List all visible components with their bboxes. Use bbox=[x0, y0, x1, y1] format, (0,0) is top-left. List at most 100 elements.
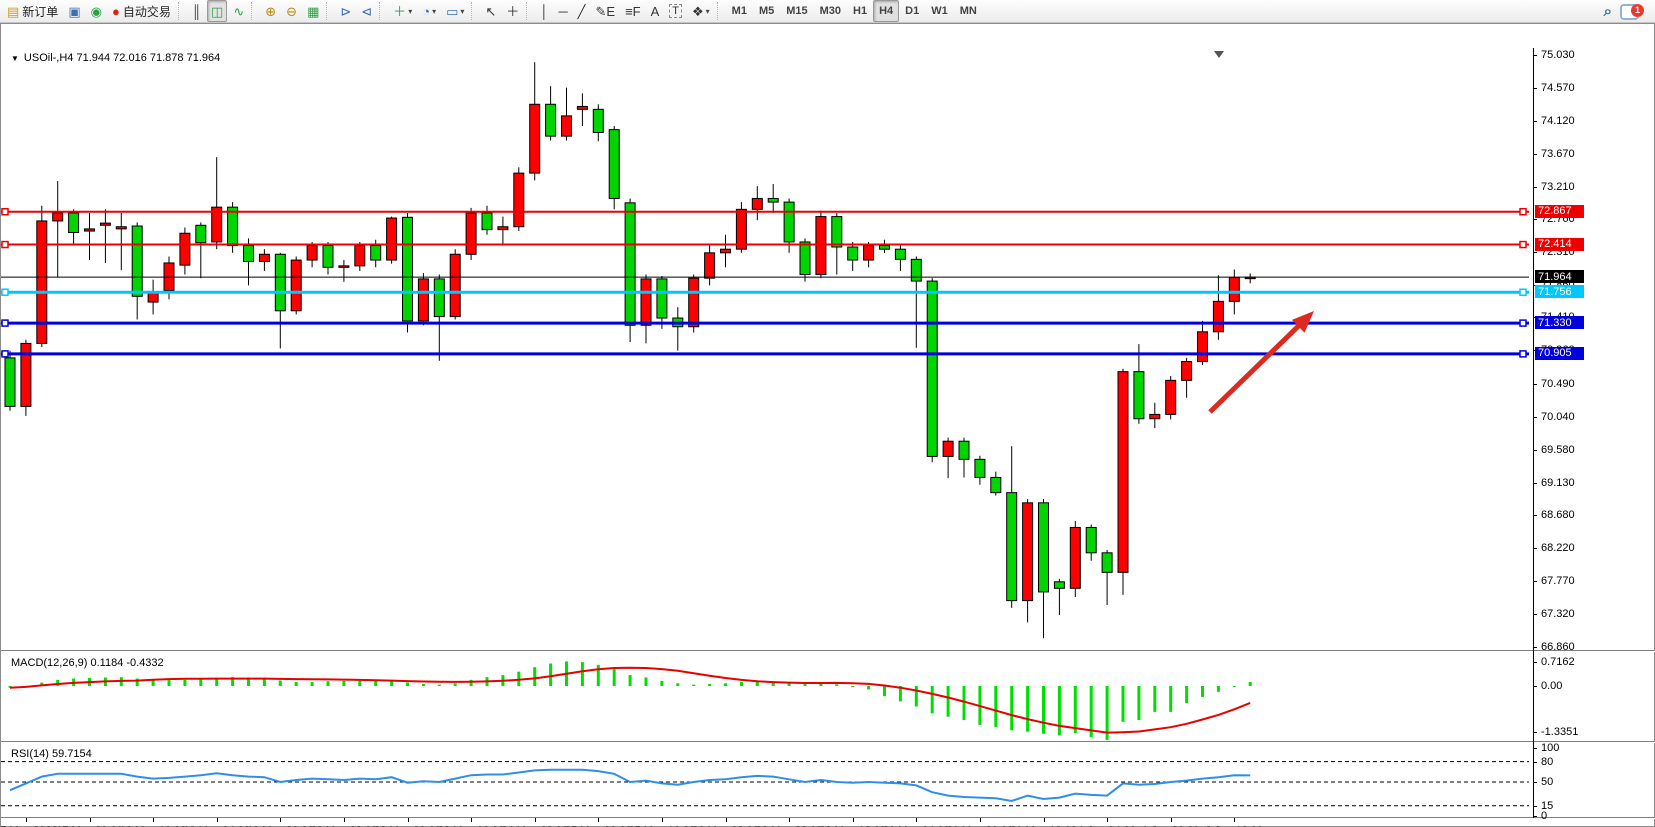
rsi-axis-label: 80 bbox=[1541, 755, 1554, 768]
label-button[interactable]: T bbox=[665, 0, 686, 22]
timeframe-d1-button[interactable]: D1 bbox=[905, 5, 920, 17]
crosshair-button[interactable]: ＋ bbox=[502, 0, 523, 22]
equidistant-channel-button[interactable]: ✎E bbox=[591, 0, 619, 22]
candle bbox=[1117, 371, 1129, 573]
macd-bar bbox=[596, 664, 600, 686]
profiles-icon: ◔ bbox=[422, 3, 431, 19]
candle bbox=[1165, 379, 1177, 415]
zoom-out-button[interactable]: ⊖ bbox=[282, 0, 301, 22]
arrow-annotation-shaft[interactable] bbox=[1208, 319, 1305, 414]
symbol-dropdown-icon[interactable]: ▼ bbox=[11, 53, 19, 63]
candle bbox=[847, 246, 859, 261]
signals-button[interactable]: ◉ bbox=[87, 0, 106, 22]
toolbar-separator bbox=[716, 2, 724, 20]
macd-bar bbox=[390, 679, 394, 686]
new-order-button[interactable]: ▤ 新订单 bbox=[3, 0, 62, 22]
search-button[interactable]: ⌕ bbox=[1603, 3, 1612, 20]
trendline-button[interactable]: ╱ bbox=[574, 0, 590, 22]
chat-button[interactable]: 1 bbox=[1620, 3, 1644, 20]
main-chart-panel[interactable] bbox=[1, 48, 1533, 650]
templates-icon: ▭ bbox=[446, 3, 459, 19]
line-handle[interactable] bbox=[1519, 350, 1527, 358]
macd-bar bbox=[1169, 686, 1173, 712]
line-handle[interactable] bbox=[1, 207, 9, 216]
price-axis-tick bbox=[1533, 153, 1537, 155]
market-watch-button[interactable]: ▣ bbox=[64, 0, 84, 22]
macd-bar bbox=[135, 678, 139, 686]
macd-bar bbox=[469, 679, 473, 686]
toolbar-separator bbox=[379, 2, 386, 20]
candle bbox=[354, 245, 366, 267]
timeframe-h1-button[interactable]: H1 bbox=[853, 5, 868, 17]
auto-trading-button[interactable]: ● 自动交易 bbox=[108, 0, 175, 22]
price-axis-tick bbox=[1533, 252, 1537, 254]
price-axis-label: 69.130 bbox=[1541, 476, 1575, 489]
macd-label: MACD(12,26,9) 0.1184 -0.4332 bbox=[11, 657, 164, 669]
new-chart-icon: ＋ bbox=[393, 3, 407, 19]
line-handle[interactable] bbox=[1519, 240, 1527, 249]
vertical-line-button[interactable]: │ bbox=[536, 0, 552, 22]
line-handle[interactable] bbox=[1, 319, 9, 327]
chart-shift-marker[interactable] bbox=[1214, 51, 1224, 58]
timeframe-m30-button[interactable]: M30 bbox=[819, 5, 842, 17]
candle bbox=[942, 440, 954, 457]
timeframe-m1-button[interactable]: M1 bbox=[731, 5, 747, 17]
time-axis-tick bbox=[471, 818, 473, 822]
line-handle[interactable] bbox=[1519, 288, 1527, 296]
rsi-axis-label: 15 bbox=[1541, 799, 1554, 812]
panel-separator bbox=[1, 650, 1655, 652]
text-button[interactable]: A bbox=[647, 0, 664, 22]
candlestick-chart-button[interactable]: ◫ bbox=[207, 0, 228, 22]
macd-bar bbox=[628, 675, 632, 686]
candle bbox=[417, 278, 429, 322]
timeframe-w1-button[interactable]: W1 bbox=[931, 5, 948, 17]
templates-button[interactable]: ▭ ▾ bbox=[442, 0, 468, 22]
price-axis-tick bbox=[1533, 55, 1537, 56]
macd-bar bbox=[1026, 686, 1030, 732]
candle bbox=[258, 253, 270, 263]
line-handle[interactable] bbox=[1, 350, 9, 358]
macd-bar bbox=[1248, 681, 1252, 686]
time-axis-label: 24 May 08:00 bbox=[490, 825, 580, 827]
line-handle[interactable] bbox=[1, 240, 9, 249]
candle bbox=[179, 232, 191, 266]
timeframe-m15-button[interactable]: M15 bbox=[786, 5, 808, 17]
horizontal-line-button[interactable]: ─ bbox=[554, 0, 571, 22]
timeframe-mn-button[interactable]: MN bbox=[959, 5, 977, 17]
time-axis-label: 25 May 00:00 bbox=[553, 825, 643, 827]
profiles-button[interactable]: ◔ ▾ bbox=[418, 0, 440, 22]
tile-windows-button[interactable]: ▦ bbox=[303, 0, 323, 22]
macd-bar bbox=[231, 677, 235, 686]
timeframe-m5-button[interactable]: M5 bbox=[758, 5, 775, 17]
price-axis-tick bbox=[1533, 449, 1537, 451]
chart-window: ▼ USOil-,H4 71.944 72.016 71.878 71.964 … bbox=[0, 23, 1655, 827]
candle bbox=[751, 197, 763, 210]
fibonacci-button[interactable]: ≡F bbox=[621, 0, 645, 22]
candle bbox=[449, 253, 461, 318]
candle bbox=[243, 245, 254, 263]
price-tag: 72.867 bbox=[1535, 204, 1584, 218]
line-handle[interactable] bbox=[1, 288, 9, 296]
shapes-button[interactable]: ❖ ▾ bbox=[688, 0, 714, 22]
cursor-button[interactable]: ↖ bbox=[481, 0, 500, 22]
zoom-in-button[interactable]: ⊕ bbox=[261, 0, 280, 22]
bar-chart-button[interactable]: ║ bbox=[188, 0, 205, 22]
arrow-annotation-head[interactable] bbox=[1291, 311, 1314, 333]
candle bbox=[958, 440, 970, 460]
line-chart-button[interactable]: ∿ bbox=[229, 0, 248, 22]
candle bbox=[306, 245, 318, 261]
price-axis-label: 74.570 bbox=[1541, 82, 1575, 95]
candle bbox=[561, 115, 572, 137]
macd-axis-tick bbox=[1533, 731, 1537, 733]
horizontal-line-icon: ─ bbox=[558, 3, 568, 19]
line-handle[interactable] bbox=[1519, 207, 1527, 216]
new-chart-button[interactable]: ＋ ▾ bbox=[389, 0, 416, 22]
chart-step-button[interactable]: ⊲ bbox=[357, 0, 376, 22]
macd-bar bbox=[533, 667, 537, 686]
macd-bar bbox=[342, 680, 346, 686]
line-handle[interactable] bbox=[1519, 319, 1527, 327]
time-axis-tick bbox=[343, 818, 345, 822]
time-axis-tick bbox=[979, 818, 981, 822]
timeframe-h4-button[interactable]: H4 bbox=[873, 0, 900, 22]
strategy-tester-button[interactable]: ⊳ bbox=[336, 0, 355, 22]
